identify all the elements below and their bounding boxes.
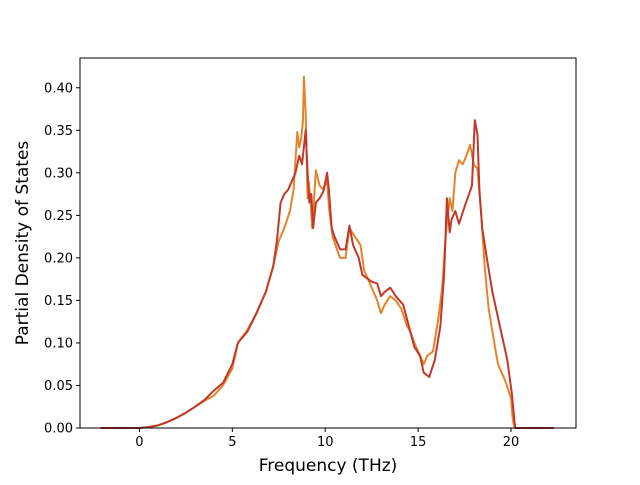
series-line-2	[100, 119, 554, 429]
y-axis-label: Partial Density of States	[13, 141, 33, 346]
y-tick-label: 0.00	[44, 422, 73, 437]
y-tick-label: 0.25	[44, 209, 73, 224]
y-tick-label: 0.20	[44, 251, 73, 266]
x-tick-label: 10	[317, 435, 334, 450]
y-tick-label: 0.05	[44, 379, 73, 394]
x-tick-label: 20	[503, 435, 520, 450]
x-tick-label: 0	[135, 435, 143, 450]
x-tick-label: 15	[410, 435, 427, 450]
y-tick-label: 0.40	[44, 81, 73, 96]
x-axis-label: Frequency (THz)	[259, 456, 398, 476]
plot-frame	[79, 57, 577, 429]
y-tick-label: 0.15	[44, 294, 73, 309]
y-tick-label: 0.35	[44, 124, 73, 139]
series-layer	[100, 75, 554, 429]
y-tick-label: 0.10	[44, 336, 73, 351]
x-tick-label: 5	[228, 435, 236, 450]
ticks-layer: 0 5 10 15 20 0.00 0.05 0.10 0.15 0.20 0.25 0.30 0.35…	[44, 81, 519, 450]
y-tick-label: 0.30	[44, 166, 73, 181]
